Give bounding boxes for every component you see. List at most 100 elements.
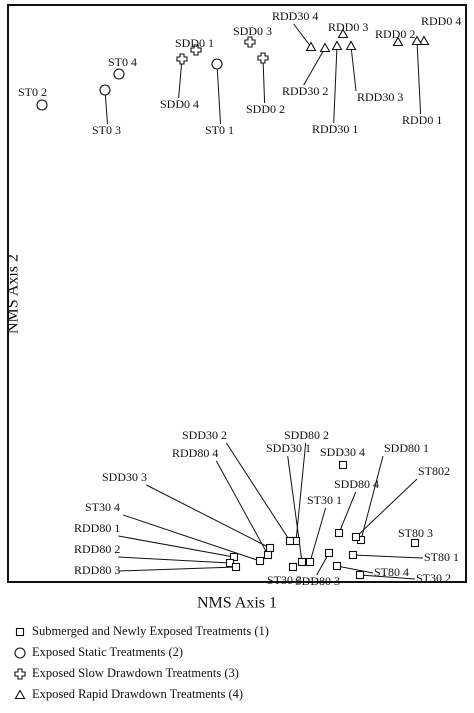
leader-line (287, 455, 303, 563)
leader-line (216, 63, 221, 125)
leader-line (355, 478, 418, 538)
point-label: ST80 1 (424, 550, 459, 564)
marker-cross (176, 53, 188, 65)
marker-triangle (392, 36, 404, 47)
point-label: SDD30 2 (182, 428, 227, 442)
point-label: RDD0 4 (421, 14, 461, 28)
marker-square (305, 557, 315, 567)
point-label: ST802 (418, 464, 450, 478)
point-label: RDD80 1 (74, 521, 120, 535)
point-label: ST0 3 (92, 123, 121, 137)
point-label: RDD0 2 (375, 27, 415, 41)
leader-line (262, 57, 266, 104)
marker-circle (211, 58, 223, 70)
marker-triangle (319, 42, 331, 53)
legend-label: Exposed Slow Drawdown Treatments (3) (32, 666, 239, 680)
point-label: RDD0 3 (328, 20, 368, 34)
point-label: SDD30 3 (102, 470, 147, 484)
leader-line (104, 89, 108, 125)
point-label: ST0 1 (205, 123, 234, 137)
leader-line (303, 47, 326, 86)
legend-symbol (14, 647, 26, 659)
leader-line (333, 45, 338, 124)
marker-circle (113, 68, 125, 80)
point-label: SDD0 3 (233, 24, 272, 38)
marker-cross (190, 44, 202, 56)
marker-square (351, 532, 361, 542)
point-label: SDD0 2 (246, 102, 285, 116)
marker-triangle (305, 41, 317, 52)
marker-triangle (331, 40, 343, 51)
point-label: RDD30 2 (282, 84, 328, 98)
marker-triangle (418, 35, 430, 46)
leader-line (416, 40, 422, 115)
point-label: RDD80 4 (172, 446, 218, 460)
y-axis-title: NMS Axis 2 (5, 254, 22, 334)
legend-label: Submerged and Newly Exposed Treatments (… (32, 624, 269, 638)
marker-circle (36, 99, 48, 111)
leader-line (123, 514, 261, 562)
point-label: ST80 3 (398, 526, 433, 540)
leader-line (359, 574, 416, 580)
leader-line (293, 23, 312, 48)
point-label: SDD80 1 (384, 441, 429, 455)
point-label: SDD0 4 (160, 97, 199, 111)
marker-cross (257, 52, 269, 64)
leader-line (118, 535, 235, 558)
marker-triangle (411, 35, 423, 46)
leader-line (338, 491, 357, 534)
marker-square (255, 556, 265, 566)
marker-square (263, 550, 273, 560)
marker-cross (244, 36, 256, 48)
leader-line (336, 565, 374, 574)
legend-label: Exposed Rapid Drawdown Treatments (4) (32, 687, 243, 701)
point-label: ST80 4 (374, 565, 409, 579)
leader-line (352, 554, 424, 559)
point-label: SDD80 4 (334, 477, 379, 491)
legend-symbol (15, 627, 25, 637)
marker-square (231, 562, 241, 572)
leader-line (118, 556, 231, 564)
marker-triangle (345, 40, 357, 51)
leader-line (295, 442, 307, 542)
point-label: ST0 2 (18, 85, 47, 99)
point-label: RDD80 2 (74, 542, 120, 556)
marker-square (338, 460, 348, 470)
leader-line (350, 45, 357, 92)
leader-line (360, 455, 384, 541)
legend-symbol (14, 689, 26, 700)
marker-square (334, 528, 344, 538)
point-label: ST30 4 (85, 500, 120, 514)
point-label: SDD80 3 (295, 574, 340, 588)
point-label: ST30 3 (267, 573, 302, 587)
marker-square (410, 538, 420, 548)
plot-frame (7, 4, 467, 583)
point-label: SDD30 1 (266, 441, 311, 455)
point-label: SDD0 1 (175, 36, 214, 50)
marker-square (332, 561, 342, 571)
leader-line (215, 460, 269, 556)
marker-square (285, 536, 295, 546)
marker-square (324, 548, 334, 558)
marker-square (348, 550, 358, 560)
leader-line (309, 507, 327, 563)
marker-square (265, 543, 275, 553)
leader-line (178, 58, 183, 99)
point-label: ST0 4 (108, 55, 137, 69)
point-label: RDD30 1 (312, 122, 358, 136)
marker-triangle (337, 28, 349, 39)
leader-line (118, 566, 237, 572)
point-label: ST30 2 (416, 571, 451, 585)
point-label: ST30 1 (307, 493, 342, 507)
point-label: RDD30 3 (357, 90, 403, 104)
point-label: RDD0 1 (402, 113, 442, 127)
legend-label: Exposed Static Treatments (2) (32, 645, 183, 659)
marker-circle (99, 84, 111, 96)
marker-square (288, 562, 298, 572)
point-label: RDD80 3 (74, 563, 120, 577)
marker-square (355, 570, 365, 580)
legend-symbol (14, 668, 26, 680)
leader-line (225, 442, 291, 542)
leader-line (146, 484, 271, 549)
